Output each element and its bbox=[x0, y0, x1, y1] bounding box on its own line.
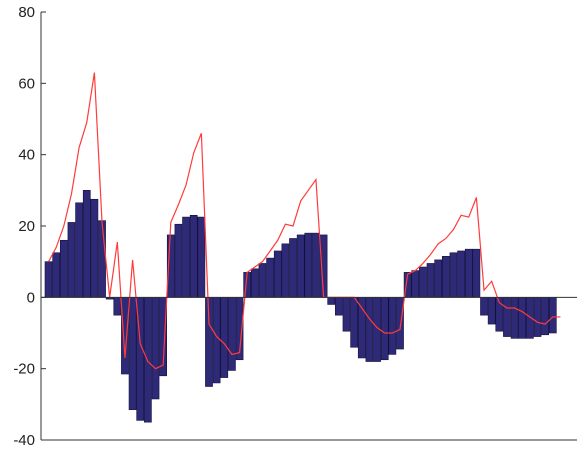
bar bbox=[174, 223, 183, 298]
y-tick-label: -20 bbox=[13, 361, 35, 378]
line-series bbox=[48, 72, 561, 370]
bar bbox=[212, 297, 221, 384]
bar bbox=[273, 250, 282, 298]
bar bbox=[228, 297, 236, 371]
bar bbox=[350, 297, 359, 348]
bar bbox=[441, 256, 450, 298]
bar bbox=[510, 297, 519, 339]
y-tick-label: 60 bbox=[18, 75, 35, 92]
bar bbox=[434, 259, 443, 298]
bar bbox=[533, 297, 542, 337]
bar bbox=[411, 270, 420, 298]
bar bbox=[144, 297, 152, 423]
bar bbox=[396, 297, 404, 350]
bar bbox=[327, 297, 336, 305]
bar bbox=[426, 263, 435, 298]
bar bbox=[457, 250, 465, 298]
bar bbox=[503, 297, 511, 337]
y-axis-ticks: -40 -20 0 20 40 60 80 bbox=[13, 4, 46, 449]
bar bbox=[548, 297, 557, 334]
bar bbox=[258, 263, 267, 298]
y-tick-label: 20 bbox=[18, 218, 35, 235]
bar bbox=[52, 252, 61, 298]
y-tick-label: 0 bbox=[27, 289, 35, 306]
bar bbox=[75, 202, 83, 298]
bar bbox=[151, 297, 160, 400]
y-tick-label: -40 bbox=[13, 432, 35, 449]
bar bbox=[128, 297, 137, 410]
bar bbox=[197, 216, 206, 298]
bar bbox=[59, 239, 68, 298]
bar bbox=[304, 232, 313, 298]
bar bbox=[419, 266, 427, 298]
bar bbox=[281, 243, 290, 298]
bar bbox=[82, 190, 91, 298]
bar bbox=[189, 215, 198, 298]
bar bbox=[487, 297, 496, 325]
bar bbox=[113, 297, 122, 316]
bar bbox=[90, 198, 99, 298]
bar bbox=[518, 297, 527, 339]
bar bbox=[44, 261, 53, 298]
bar bbox=[380, 297, 389, 361]
y-tick-label: 40 bbox=[18, 147, 35, 164]
bar bbox=[472, 248, 481, 298]
bar bbox=[526, 297, 534, 339]
bar-series bbox=[44, 190, 557, 423]
bar bbox=[335, 297, 343, 316]
bar bbox=[365, 297, 374, 362]
bar bbox=[342, 297, 351, 332]
bar bbox=[121, 297, 129, 375]
bar bbox=[480, 297, 488, 316]
bar bbox=[464, 248, 473, 298]
bar bbox=[266, 257, 274, 298]
bar bbox=[541, 297, 549, 336]
bar bbox=[220, 297, 229, 378]
bar bbox=[98, 220, 106, 298]
y-tick-label: 80 bbox=[18, 4, 35, 21]
bar bbox=[296, 234, 305, 298]
bar bbox=[388, 297, 397, 355]
bar bbox=[67, 222, 76, 298]
bar bbox=[250, 268, 259, 298]
bar bbox=[449, 252, 458, 298]
bar bbox=[182, 216, 190, 298]
bar bbox=[312, 232, 320, 298]
bar bbox=[357, 297, 366, 359]
bar bbox=[289, 238, 297, 298]
